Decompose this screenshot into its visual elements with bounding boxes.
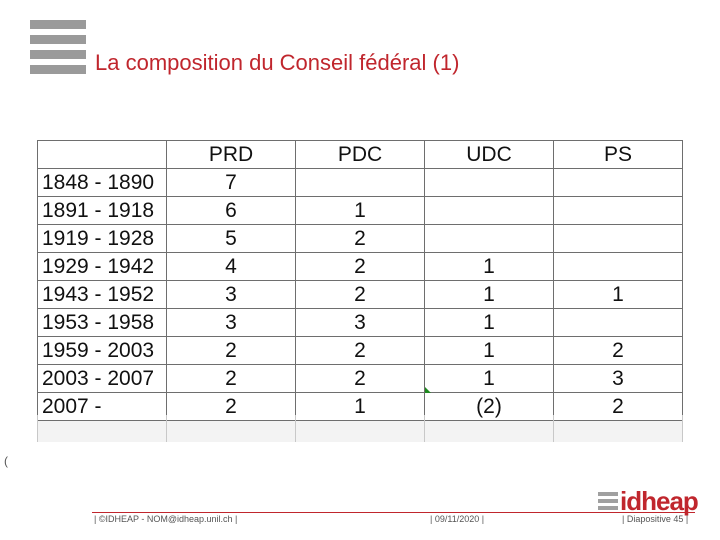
footer-copyright: | ©IDHEAP - NOM@idheap.unil.ch | bbox=[94, 514, 238, 524]
ps-cell bbox=[553, 252, 683, 281]
prd-cell: 5 bbox=[166, 224, 296, 253]
idheap-logo: idheap bbox=[598, 486, 699, 516]
udc-cell bbox=[424, 196, 554, 225]
period-cell: 1919 - 1928 bbox=[37, 224, 167, 253]
table-header-row: PRD PDC UDC PS bbox=[37, 140, 683, 169]
udc-cell: 1 bbox=[424, 364, 554, 393]
prd-cell: 3 bbox=[166, 308, 296, 337]
table-row: 2007 - 2 1 (2) 2 bbox=[37, 392, 683, 421]
pdc-cell: 2 bbox=[295, 280, 425, 309]
prd-cell: 2 bbox=[166, 364, 296, 393]
prd-cell: 2 bbox=[166, 336, 296, 365]
period-cell: 1929 - 1942 bbox=[37, 252, 167, 281]
table-row: 1943 - 1952 3 2 1 1 bbox=[37, 280, 683, 309]
pdc-cell: 3 bbox=[295, 308, 425, 337]
logo-wordmark: idheap bbox=[620, 486, 699, 516]
slide-title: La composition du Conseil fédéral (1) bbox=[95, 50, 460, 75]
grid-extension-line bbox=[166, 415, 167, 442]
prd-cell: 6 bbox=[166, 196, 296, 225]
period-cell: 1953 - 1958 bbox=[37, 308, 167, 337]
table-row: 1929 - 1942 4 2 1 bbox=[37, 252, 683, 281]
table-row: 1959 - 2003 2 2 1 2 bbox=[37, 336, 683, 365]
prd-cell: 3 bbox=[166, 280, 296, 309]
period-cell: 2003 - 2007 bbox=[37, 364, 167, 393]
pdc-cell: 1 bbox=[295, 392, 425, 421]
header-cell-udc: UDC bbox=[424, 140, 554, 169]
footer-page-number: | Diapositive 45 | bbox=[622, 514, 689, 524]
pdc-cell: 1 bbox=[295, 196, 425, 225]
table-row: 2003 - 2007 2 2 1 3 bbox=[37, 364, 683, 393]
table-container: PRD PDC UDC PS 1848 - 1890 7 1891 - 1918… bbox=[37, 140, 683, 442]
ps-cell: 3 bbox=[553, 364, 683, 393]
period-cell: 1848 - 1890 bbox=[37, 168, 167, 197]
footer-page-text: Diapositive 45 bbox=[626, 514, 684, 524]
table-row: 1848 - 1890 7 bbox=[37, 168, 683, 197]
grid-extension-line bbox=[37, 415, 38, 442]
logo-bars-icon bbox=[30, 20, 86, 76]
grid-extension-line bbox=[553, 415, 554, 442]
logo-lines-icon bbox=[598, 492, 618, 512]
composition-table: PRD PDC UDC PS 1848 - 1890 7 1891 - 1918… bbox=[37, 140, 683, 421]
udc-cell: 1 bbox=[424, 280, 554, 309]
header-cell-prd: PRD bbox=[166, 140, 296, 169]
header-cell-ps: PS bbox=[553, 140, 683, 169]
grid-extension-line bbox=[295, 415, 296, 442]
pdc-cell: 2 bbox=[295, 252, 425, 281]
udc-cell: 1 bbox=[424, 252, 554, 281]
udc-cell bbox=[424, 168, 554, 197]
footer-copyright-text: ©IDHEAP - NOM@idheap.unil.ch bbox=[98, 514, 233, 524]
table-row: 1919 - 1928 5 2 bbox=[37, 224, 683, 253]
prd-cell: 7 bbox=[166, 168, 296, 197]
footer-date: | 09/11/2020 | bbox=[430, 514, 485, 524]
pdc-cell bbox=[295, 168, 425, 197]
ps-cell bbox=[553, 308, 683, 337]
pdc-cell: 2 bbox=[295, 336, 425, 365]
header-cell-period bbox=[37, 140, 167, 169]
header-cell-pdc: PDC bbox=[295, 140, 425, 169]
ps-cell bbox=[553, 196, 683, 225]
period-cell: 1891 - 1918 bbox=[37, 196, 167, 225]
ps-cell: 2 bbox=[553, 336, 683, 365]
grid-extension-line bbox=[682, 415, 683, 442]
ps-cell: 2 bbox=[553, 392, 683, 421]
table-row: 1891 - 1918 6 1 bbox=[37, 196, 683, 225]
prd-cell: 2 bbox=[166, 392, 296, 421]
period-cell: 2007 - bbox=[37, 392, 167, 421]
period-cell: 1959 - 2003 bbox=[37, 336, 167, 365]
udc-cell bbox=[424, 224, 554, 253]
prd-cell: 4 bbox=[166, 252, 296, 281]
pdc-cell: 2 bbox=[295, 224, 425, 253]
udc-cell: 1 bbox=[424, 336, 554, 365]
cell-comment-marker-icon bbox=[425, 387, 431, 393]
grid-extension-line bbox=[424, 415, 425, 442]
ps-cell bbox=[553, 224, 683, 253]
udc-cell: (2) bbox=[424, 392, 554, 421]
stray-character: ( bbox=[4, 454, 8, 468]
footer-divider bbox=[92, 512, 695, 513]
table-row: 1953 - 1958 3 3 1 bbox=[37, 308, 683, 337]
udc-cell: 1 bbox=[424, 308, 554, 337]
period-cell: 1943 - 1952 bbox=[37, 280, 167, 309]
footer-date-text: 09/11/2020 bbox=[434, 514, 480, 524]
pdc-cell: 2 bbox=[295, 364, 425, 393]
ps-cell bbox=[553, 168, 683, 197]
ps-cell: 1 bbox=[553, 280, 683, 309]
